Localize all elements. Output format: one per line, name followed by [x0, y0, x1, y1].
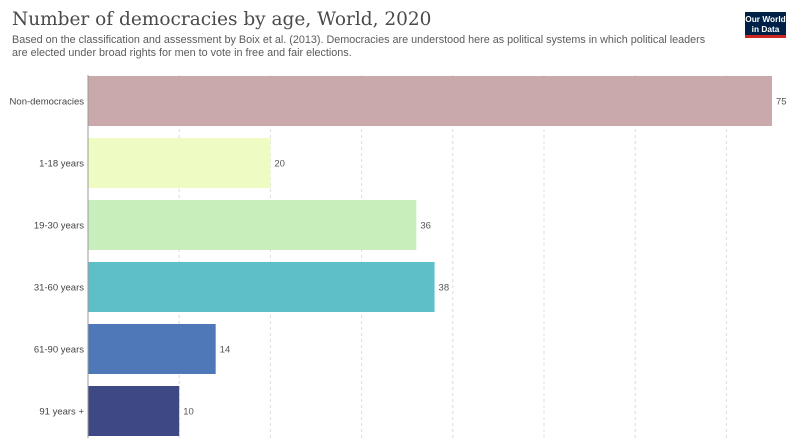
value-label: 75 [776, 97, 787, 108]
bar-19-30-years[interactable] [88, 200, 417, 250]
chart-subtitle: Based on the classification and assessme… [12, 34, 706, 59]
chart-title: Number of democracies by age, World, 202… [12, 9, 432, 30]
gridlines [178, 75, 727, 438]
category-label: 91 years + [39, 407, 84, 418]
owid-logo[interactable]: Our World in Data [745, 12, 786, 38]
category-label: 1-18 years [39, 159, 84, 170]
bar-31-60-years[interactable] [88, 262, 435, 312]
bar-61-90-years[interactable] [88, 324, 216, 374]
bars [88, 76, 772, 436]
bar-91-years[interactable] [88, 386, 180, 436]
value-label: 36 [420, 221, 431, 232]
labels: Non-democracies 75 1-18 years 20 19-30 years… [10, 97, 787, 418]
category-label: 31-60 years [34, 283, 84, 294]
value-label: 14 [220, 345, 231, 356]
bar-non-democracies[interactable] [88, 76, 772, 126]
category-label: 61-90 years [34, 345, 84, 356]
logo-line-2: in Data [751, 23, 780, 34]
bar-1-18-years[interactable] [88, 138, 271, 188]
category-label: Non-democracies [10, 97, 85, 108]
category-label: 19-30 years [34, 221, 84, 232]
value-label: 20 [274, 159, 285, 170]
logo-line-1: Our World [745, 14, 786, 24]
value-label: 10 [183, 407, 194, 418]
value-label: 38 [439, 283, 450, 294]
